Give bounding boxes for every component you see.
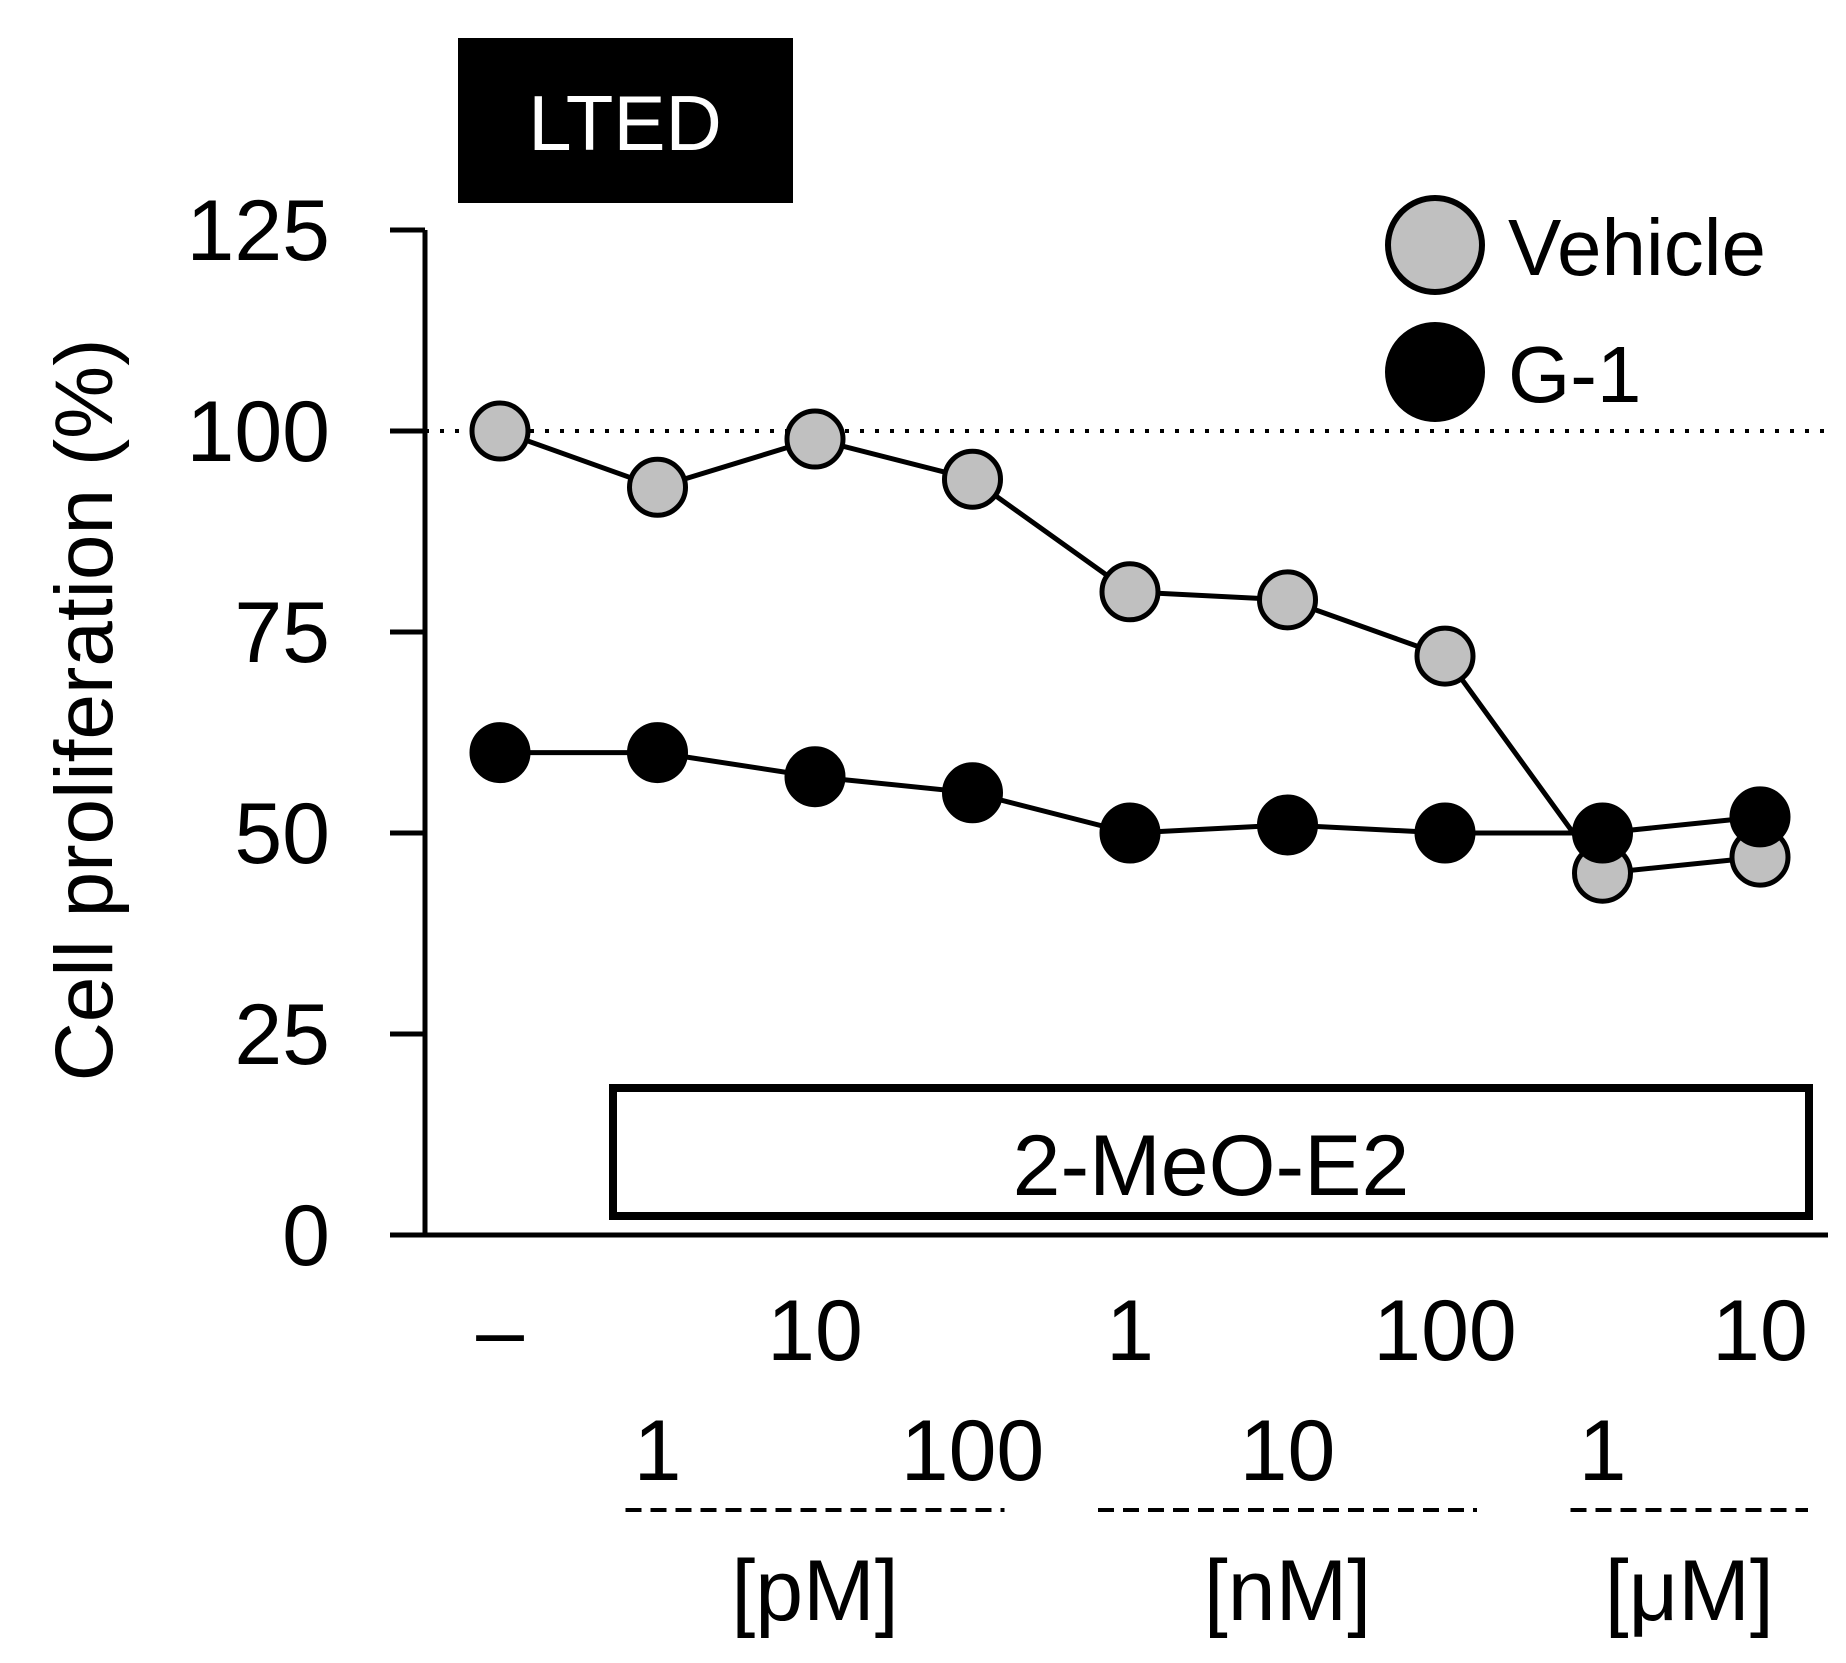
data-point-g-1-5 bbox=[1257, 794, 1318, 856]
data-point-g-1-0 bbox=[469, 722, 531, 784]
series-layer bbox=[469, 400, 1791, 904]
y-tick-label-0: 0 bbox=[282, 1188, 330, 1284]
x-tick-label-5: 10 bbox=[1240, 1403, 1336, 1499]
y-ticks: 0 25 50 75 100 125 bbox=[187, 183, 425, 1284]
unit-groups: [pM] [nM] [μM] bbox=[625, 1508, 1808, 1639]
legend-label-g1: G-1 bbox=[1508, 330, 1641, 419]
x-tick-label-0: – bbox=[476, 1283, 524, 1379]
treatment-bar bbox=[609, 1084, 1813, 1220]
data-point-g-1-4 bbox=[1099, 802, 1161, 864]
y-tick-label-50: 50 bbox=[234, 786, 330, 882]
x-tick-label-8: 10 bbox=[1712, 1283, 1808, 1379]
data-point-g-1-1 bbox=[627, 722, 688, 784]
x-tick-label-1: 1 bbox=[634, 1403, 682, 1499]
data-point-g-1-6 bbox=[1414, 802, 1476, 864]
data-point-g-1-7 bbox=[1572, 802, 1633, 864]
x-tick-label-7: 1 bbox=[1579, 1403, 1627, 1499]
x-tick-label-6: 100 bbox=[1373, 1283, 1517, 1379]
legend-marker-vehicle bbox=[1385, 195, 1485, 295]
data-point-g-1-3 bbox=[942, 762, 1003, 824]
x-tick-label-4: 1 bbox=[1106, 1283, 1154, 1379]
data-point-g-1-8 bbox=[1729, 786, 1791, 848]
y-axis-label: Cell proliferation (%) bbox=[39, 339, 130, 1082]
data-point-vehicle-1 bbox=[627, 456, 688, 518]
data-point-vehicle-3 bbox=[942, 448, 1003, 510]
legend-label-vehicle: Vehicle bbox=[1508, 203, 1766, 292]
data-point-vehicle-6 bbox=[1414, 625, 1476, 687]
data-point-vehicle-2 bbox=[784, 408, 846, 470]
y-tick-label-25: 25 bbox=[234, 987, 330, 1083]
data-point-vehicle-0 bbox=[469, 400, 531, 462]
data-point-vehicle-5 bbox=[1257, 569, 1318, 631]
data-point-g-1-2 bbox=[784, 746, 846, 808]
x-tick-label-2: 10 bbox=[767, 1283, 863, 1379]
y-tick-label-75: 75 bbox=[234, 585, 330, 681]
unit-group-label-1: [nM] bbox=[1204, 1543, 1371, 1639]
x-tick-label-3: 100 bbox=[901, 1403, 1045, 1499]
unit-group-label-0: [pM] bbox=[731, 1543, 898, 1639]
y-tick-label-100: 100 bbox=[187, 384, 331, 480]
treatment-bar-label: 2-MeO-E2 bbox=[1013, 1118, 1410, 1214]
panel-label-box bbox=[458, 38, 793, 203]
data-point-vehicle-4 bbox=[1099, 561, 1161, 623]
legend-marker-g1 bbox=[1385, 322, 1485, 422]
x-tick-labels: – 1 10 100 1 10 100 1 10 bbox=[476, 1283, 1808, 1499]
y-tick-label-125: 125 bbox=[187, 183, 331, 279]
unit-group-label-2: [μM] bbox=[1605, 1543, 1774, 1639]
panel-label: LTED bbox=[528, 79, 722, 167]
